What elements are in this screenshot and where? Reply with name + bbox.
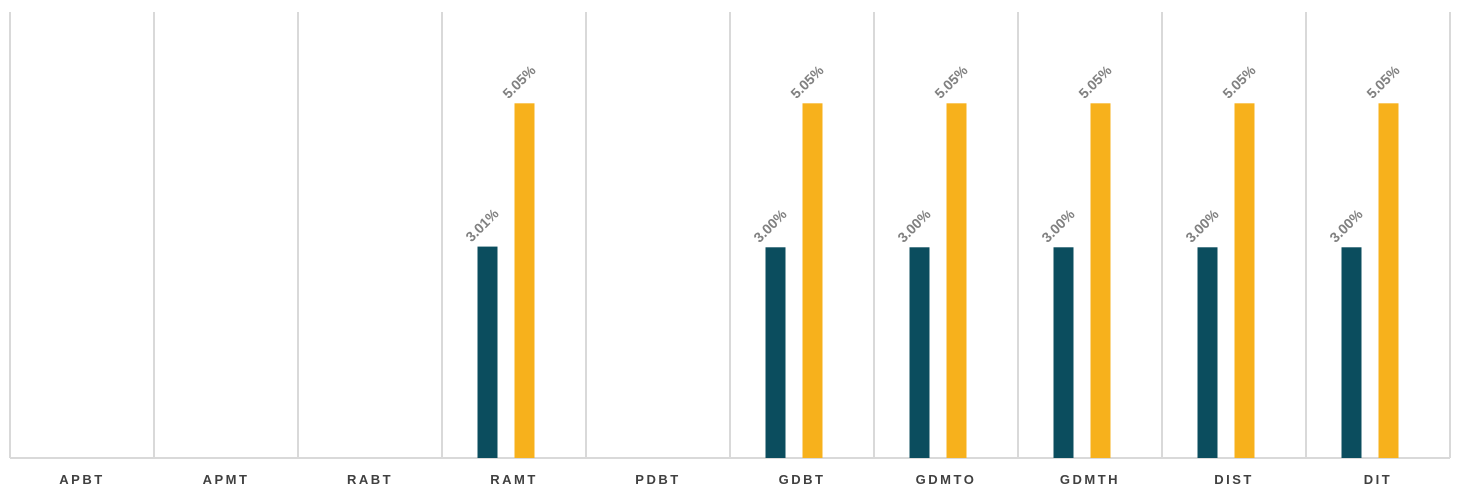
x-tick-label: APBT [59, 472, 104, 487]
x-axis-labels: APBT APMT RABT RAMT PDBT GDBT GDMTO GDMTH DIST DI… [59, 472, 1392, 487]
bar [909, 247, 930, 458]
data-label: 3.00% [750, 206, 790, 246]
bar [765, 247, 786, 458]
bar [1197, 247, 1218, 458]
x-tick-label: GDMTO [916, 472, 977, 487]
bar [514, 103, 535, 459]
x-tick-label: GDMTH [1060, 472, 1120, 487]
bar [946, 103, 967, 459]
data-label: 5.05% [787, 62, 827, 102]
data-label: 5.05% [499, 62, 539, 102]
x-tick-label: DIT [1364, 472, 1392, 487]
bar [1053, 247, 1074, 458]
chart-bars [477, 103, 1399, 459]
x-tick-label: APMT [203, 472, 250, 487]
x-tick-label: GDBT [779, 472, 826, 487]
bar [1378, 103, 1399, 459]
data-label: 3.00% [1038, 206, 1078, 246]
data-label: 3.00% [894, 206, 934, 246]
x-tick-label: PDBT [635, 472, 680, 487]
data-label: 5.05% [1219, 62, 1259, 102]
x-tick-label: RAMT [490, 472, 538, 487]
data-label: 5.05% [1363, 62, 1403, 102]
x-tick-label: RABT [347, 472, 393, 487]
bar [1341, 247, 1362, 458]
bar [1234, 103, 1255, 459]
data-label: 3.00% [1326, 206, 1366, 246]
bar [1090, 103, 1111, 459]
x-tick-label: DIST [1214, 472, 1254, 487]
bar [477, 246, 498, 458]
data-label: 5.05% [931, 62, 971, 102]
data-label: 3.01% [462, 205, 502, 245]
data-label: 5.05% [1075, 62, 1115, 102]
bar [802, 103, 823, 459]
chart-data-labels: 3.01% 5.05% 3.00% 5.05% 3.00% 5.05% 3.00% 5.05%… [462, 62, 1403, 246]
data-label: 3.00% [1182, 206, 1222, 246]
